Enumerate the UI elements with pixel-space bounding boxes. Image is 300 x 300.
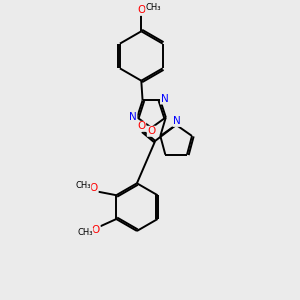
Text: O: O <box>147 126 156 136</box>
Text: CH₃: CH₃ <box>146 3 161 12</box>
Text: CH₃: CH₃ <box>75 181 91 190</box>
Text: N: N <box>173 116 181 126</box>
Text: O: O <box>137 5 146 15</box>
Text: CH₃: CH₃ <box>77 228 93 237</box>
Text: N: N <box>160 94 168 104</box>
Text: N: N <box>129 112 137 122</box>
Text: O: O <box>92 225 100 235</box>
Text: O: O <box>137 121 146 131</box>
Text: O: O <box>90 183 98 193</box>
